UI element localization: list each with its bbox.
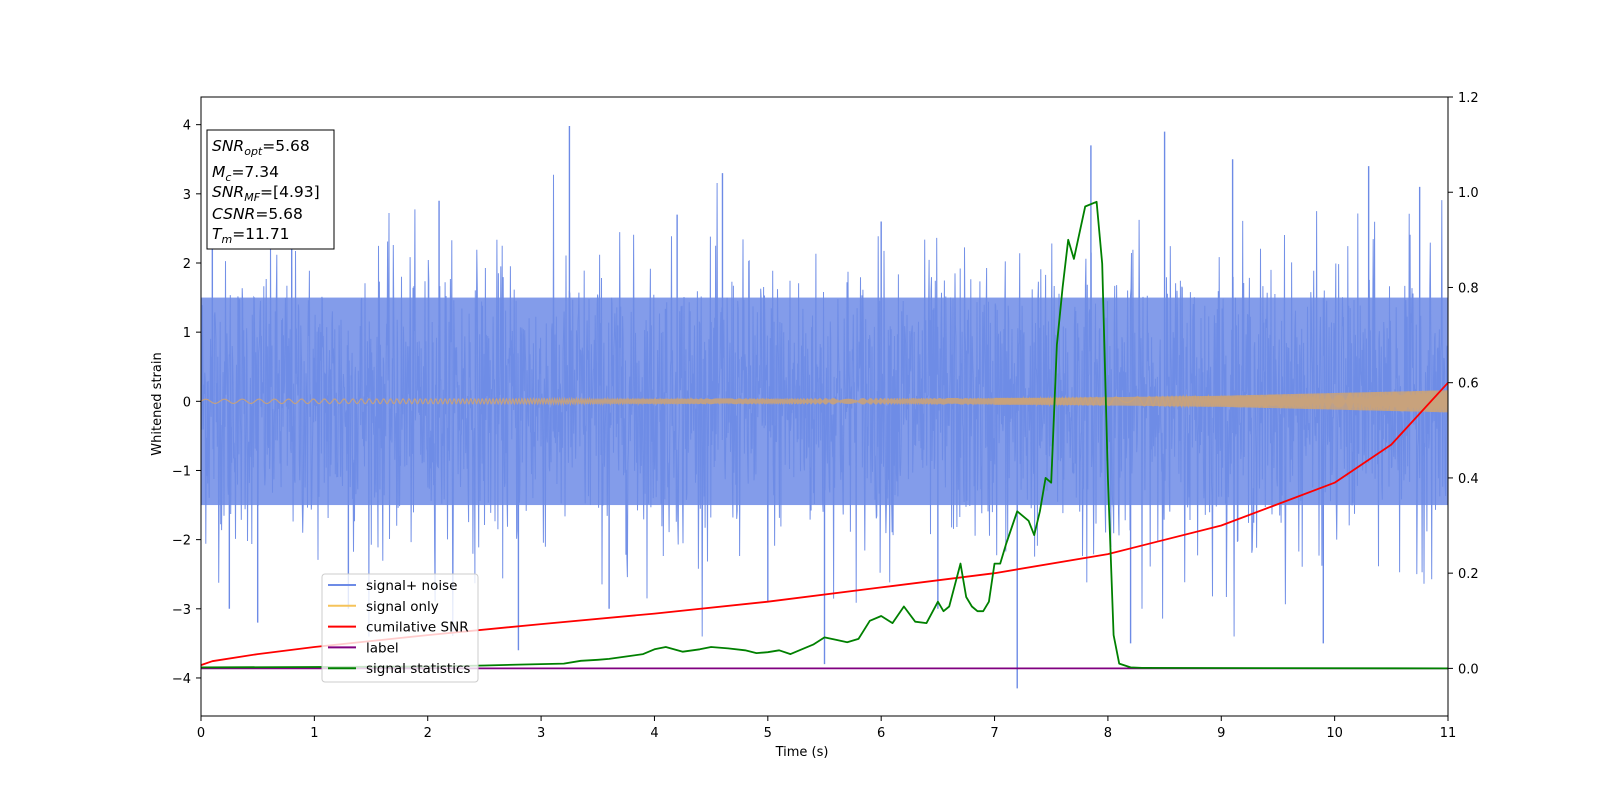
y-right-tick-label: 0.2	[1458, 567, 1479, 582]
legend-entry-label: signal+ noise	[366, 578, 457, 594]
x-tick-label: 1	[310, 726, 318, 741]
x-tick-label: 3	[537, 726, 545, 741]
y-left-tick-label: 2	[183, 257, 191, 272]
info-line: SNRMF=[4.93]	[212, 183, 320, 204]
x-tick-label: 0	[197, 726, 205, 741]
x-tick-label: 7	[990, 726, 998, 741]
info-line: Tm=11.71	[212, 225, 290, 246]
y-left-tick-label: 1	[183, 326, 191, 341]
series-cumulative-snr	[201, 382, 1448, 666]
info-line: SNRopt=5.68	[212, 137, 310, 158]
x-tick-label: 10	[1326, 726, 1343, 741]
x-tick-label: 2	[424, 726, 432, 741]
x-tick-label: 5	[764, 726, 772, 741]
legend-entry-label: label	[366, 640, 399, 656]
signal-only-envelope	[994, 390, 1448, 413]
y-left-tick-label: 4	[183, 119, 191, 134]
y-left-tick-label: −3	[172, 603, 191, 618]
y-right-tick-label: 1.2	[1458, 91, 1479, 106]
y-right-tick-label: 0.8	[1458, 281, 1479, 296]
legend-entry-label: cumilative SNR	[366, 620, 469, 636]
x-tick-label: 9	[1217, 726, 1225, 741]
y-left-tick-label: 0	[183, 395, 191, 410]
legend-entry-label: signal only	[366, 599, 439, 615]
y-left-tick-label: 3	[183, 188, 191, 203]
y-right-tick-label: 0.0	[1458, 662, 1479, 677]
axes-frame	[200, 96, 1449, 717]
info-line: CSNR=5.68	[212, 205, 303, 223]
legend-entry-label: signal statistics	[366, 661, 470, 677]
y-left-tick-label: −4	[172, 672, 191, 687]
info-line: Mc=7.34	[212, 163, 279, 184]
plot-area	[201, 126, 1448, 689]
x-tick-label: 4	[650, 726, 658, 741]
legend-frame	[321, 573, 479, 683]
y-right-tick-label: 0.6	[1458, 377, 1479, 392]
x-axis-label: Time (s)	[775, 745, 829, 760]
y-right-tick-label: 1.0	[1458, 186, 1479, 201]
series-signal-statistics	[201, 200, 1448, 670]
x-tick-label: 8	[1104, 726, 1112, 741]
axes: 0 1 2 3 4 5 6 7 8 9 10 11 −4 −3 −2 −1 0 1 2 3 4 0.0 0.2 0.4 0.6 0…	[172, 91, 1479, 741]
y-left-tick-label: −1	[172, 464, 191, 479]
y-axis-label: Whitened strain	[150, 352, 165, 455]
info-box-frame	[206, 129, 335, 250]
x-tick-label: 6	[877, 726, 885, 741]
legend: signal+ noise signal only cumilative SNR la…	[321, 573, 479, 683]
x-tick-label: 11	[1440, 726, 1457, 741]
y-left-tick-label: −2	[172, 534, 191, 549]
y-right-tick-label: 0.4	[1458, 472, 1479, 487]
